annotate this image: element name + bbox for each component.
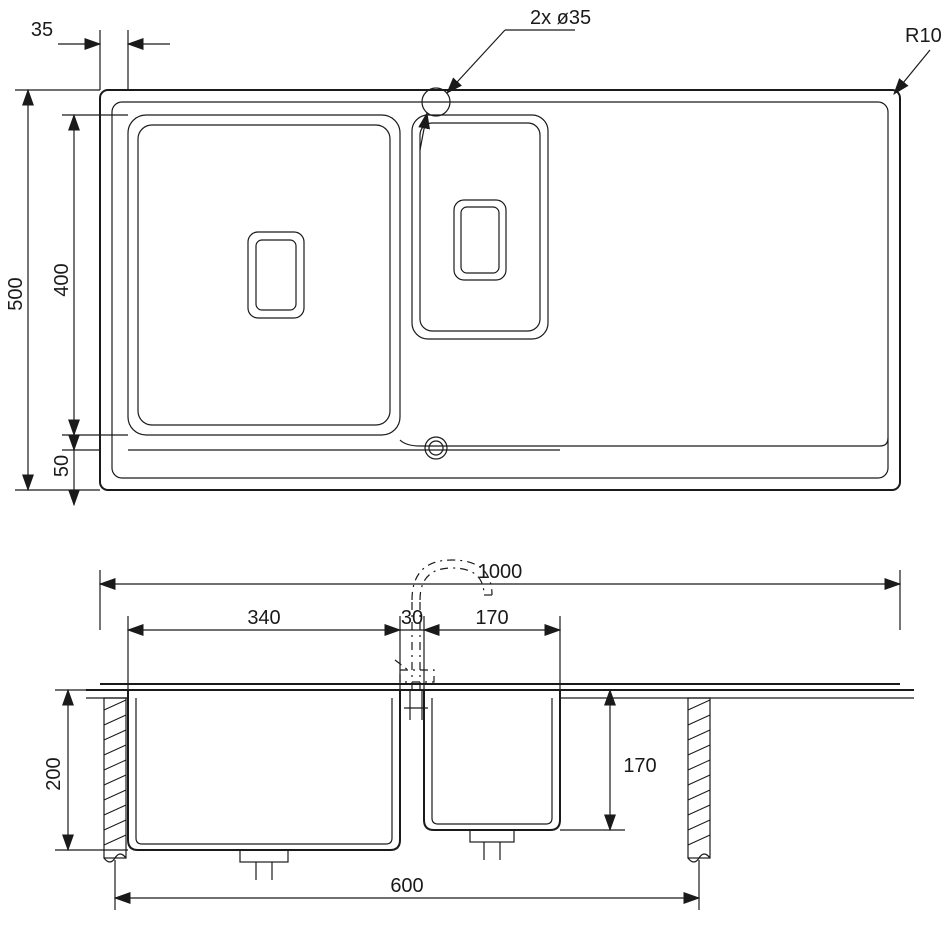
- dim-170b: 170: [623, 755, 656, 777]
- dim-400: 400: [51, 263, 73, 296]
- dim-500: 500: [5, 277, 27, 310]
- dim-r10: R10: [905, 25, 942, 47]
- dim-340: 340: [247, 607, 280, 629]
- dim-170: 170: [475, 607, 508, 629]
- drawing: 35 2x ø35 R10 500 400 50 1000 340 30 170: [0, 0, 950, 950]
- top-view: 35 2x ø35 R10 500 400 50: [5, 7, 942, 505]
- dim-600: 600: [390, 875, 423, 897]
- dim-200: 200: [43, 757, 65, 790]
- dim-50: 50: [51, 455, 73, 477]
- front-view: 1000 340 30 170: [43, 560, 914, 910]
- dim-35: 35: [31, 19, 53, 41]
- hatch-left: [104, 698, 126, 862]
- dim-hole: 2x ø35: [530, 7, 591, 29]
- hatch-right: [688, 698, 710, 862]
